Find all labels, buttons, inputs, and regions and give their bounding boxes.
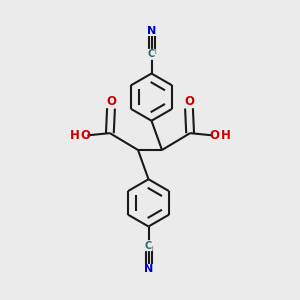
Text: O: O <box>184 95 194 108</box>
Text: O: O <box>80 129 91 142</box>
Text: N: N <box>147 26 156 36</box>
Text: C: C <box>148 50 155 59</box>
Text: N: N <box>144 264 153 274</box>
Text: O: O <box>106 95 116 108</box>
Text: C: C <box>145 241 152 250</box>
Text: O: O <box>209 129 220 142</box>
Text: H: H <box>70 129 79 142</box>
Text: H: H <box>221 129 230 142</box>
